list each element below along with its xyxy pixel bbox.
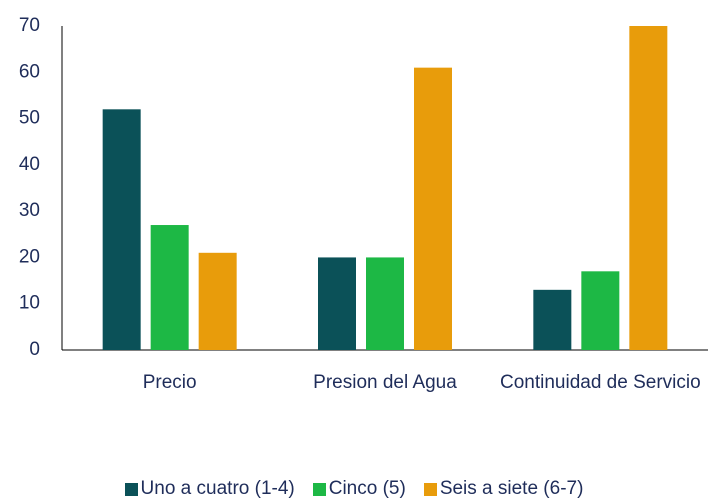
legend-swatch bbox=[124, 482, 138, 496]
x-tick-label: Precio bbox=[142, 372, 197, 393]
legend-item: Uno a cuatro (1-4) bbox=[124, 478, 295, 500]
x-tick-label: Continuidad de Servicio bbox=[499, 372, 701, 393]
y-tick-label: 50 bbox=[19, 108, 40, 129]
legend-label: Seis a siete (6-7) bbox=[439, 478, 584, 499]
legend-label: Uno a cuatro (1-4) bbox=[140, 478, 295, 499]
x-tick-label: Presion del Agua bbox=[313, 372, 457, 393]
bar bbox=[102, 109, 141, 350]
bar bbox=[150, 225, 189, 350]
y-tick-label: 60 bbox=[19, 61, 40, 82]
y-tick-label: 40 bbox=[19, 154, 40, 175]
legend-swatch bbox=[423, 482, 437, 496]
bar bbox=[581, 271, 620, 350]
y-tick-label: 0 bbox=[29, 339, 40, 360]
y-tick-label: 70 bbox=[19, 15, 40, 36]
bar bbox=[629, 26, 668, 350]
y-tick-label: 20 bbox=[19, 246, 40, 267]
y-tick-label: 30 bbox=[19, 200, 40, 221]
legend-swatch bbox=[312, 482, 326, 496]
bar bbox=[533, 289, 572, 350]
legend: Uno a cuatro (1-4) Cinco (5) Seis a siete … bbox=[0, 478, 708, 500]
bar bbox=[414, 67, 452, 351]
legend-item: Seis a siete (6-7) bbox=[423, 478, 584, 500]
y-tick-label: 10 bbox=[19, 293, 40, 314]
bar bbox=[366, 257, 404, 350]
legend-label: Cinco (5) bbox=[328, 478, 406, 499]
bar bbox=[318, 257, 356, 350]
bar bbox=[198, 252, 237, 350]
legend-item: Cinco (5) bbox=[312, 478, 406, 500]
